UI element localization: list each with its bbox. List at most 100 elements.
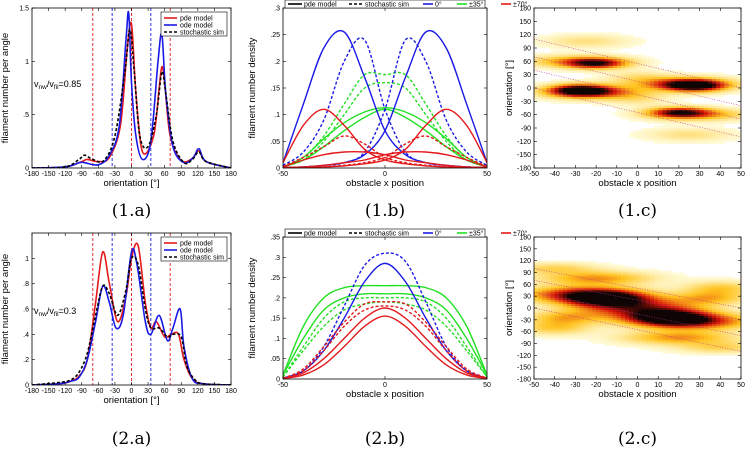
heatmap-cell	[695, 304, 700, 307]
heatmap-cell	[591, 274, 597, 277]
heatmap-cell	[608, 79, 614, 82]
heatmap-cell	[558, 290, 564, 293]
heatmap-cell	[596, 90, 601, 93]
heatmap-cell	[633, 63, 638, 67]
heatmap-cell	[620, 264, 626, 267]
heatmap-cell	[534, 319, 539, 323]
x-tick-label: -150	[42, 388, 56, 395]
legend-label: ±70°	[513, 229, 528, 237]
heatmap-cell	[637, 315, 643, 319]
heatmap-cell	[666, 341, 672, 344]
heatmap-cell	[654, 128, 659, 131]
heatmap-cell	[716, 94, 721, 98]
heatmap-cell	[629, 45, 634, 49]
heatmap-cell	[654, 339, 659, 342]
heatmap-cell	[538, 274, 543, 277]
heatmap-cell	[558, 90, 564, 93]
heatmap-cell	[691, 134, 696, 138]
heatmap-cell	[612, 343, 618, 346]
heatmap-cell	[720, 88, 725, 91]
heatmap-cell	[699, 349, 705, 352]
heatmap-cell	[649, 83, 655, 87]
y-tick-label: -60	[521, 112, 531, 119]
guide-line	[534, 69, 741, 120]
heatmap-cell	[654, 317, 659, 321]
heatmap-cell	[620, 45, 626, 49]
heatmap-cell	[728, 327, 734, 331]
heatmap-cell	[670, 292, 676, 295]
heatmap-cell	[633, 39, 638, 42]
heatmap-cell	[550, 94, 556, 98]
heatmap-cell	[724, 302, 729, 305]
heatmap-cell	[691, 308, 696, 311]
heatmap-cell	[583, 309, 589, 313]
heatmap-cell	[695, 128, 700, 131]
heatmap-cell	[633, 85, 638, 89]
heatmap-cell	[687, 329, 692, 333]
heatmap-cell	[616, 300, 622, 303]
heatmap-cell	[641, 333, 647, 337]
heatmap-cell	[720, 141, 725, 144]
heatmap-cell	[538, 94, 543, 98]
heatmap-cell	[666, 70, 672, 73]
heatmap-cell	[728, 319, 734, 323]
heatmap-cell	[612, 85, 618, 89]
heatmap-cell	[575, 85, 580, 89]
heatmap-cell	[542, 290, 547, 293]
heatmap-cell	[674, 341, 680, 344]
heatmap-cell	[645, 302, 651, 305]
heatmap-cell	[716, 85, 721, 89]
heatmap-cell	[695, 325, 700, 329]
legend-label: stochastic sim	[180, 254, 224, 261]
heatmap-cell	[620, 65, 626, 69]
heatmap-cell	[542, 329, 547, 333]
heatmap-cell	[712, 79, 717, 82]
heatmap-cell	[550, 276, 556, 279]
heatmap-cell	[637, 134, 643, 138]
heatmap-cell	[703, 105, 709, 109]
heatmap-cell	[732, 298, 738, 301]
heatmap-cell	[620, 52, 626, 56]
heatmap-cell	[558, 325, 564, 329]
heatmap-cell	[678, 284, 684, 287]
heatmap-cell	[720, 128, 725, 131]
heatmap-cell	[542, 268, 547, 271]
heatmap-cell	[571, 260, 576, 264]
heatmap-cell	[612, 94, 618, 98]
heatmap-cell	[579, 94, 585, 98]
heatmap-cell	[703, 345, 709, 348]
heatmap-cell	[649, 139, 655, 142]
heatmap-cell	[571, 264, 576, 267]
heatmap-cell	[612, 319, 618, 323]
y-tick-label: 90	[523, 46, 531, 53]
heatmap-cell	[687, 130, 692, 133]
heatmap-cell	[712, 94, 717, 98]
heatmap-cell	[596, 333, 601, 337]
heatmap-cell	[645, 294, 651, 297]
heatmap-cell	[658, 286, 663, 289]
heatmap-cell	[703, 327, 709, 331]
heatmap-cell	[683, 103, 688, 107]
heatmap-cell	[716, 327, 721, 331]
heatmap-cell	[732, 321, 738, 325]
heatmap-cell	[625, 108, 630, 111]
legend-label: stochastic sim	[180, 29, 224, 36]
heatmap-cell	[691, 88, 696, 91]
heatmap-cell	[691, 349, 696, 352]
heatmap-cell	[625, 306, 630, 309]
heatmap-cell	[633, 70, 638, 73]
heatmap-cell	[583, 331, 589, 335]
heatmap-cell	[732, 130, 738, 133]
heatmap-cell	[558, 45, 564, 49]
heatmap-cell	[575, 335, 580, 338]
heatmap-cell	[571, 317, 576, 321]
heatmap-cell	[695, 296, 700, 299]
heatmap-cell	[732, 74, 738, 78]
heatmap-cell	[558, 292, 564, 295]
heatmap-cell	[554, 315, 560, 319]
heatmap-cell	[732, 353, 738, 356]
heatmap-cell	[633, 74, 638, 78]
heatmap-cell	[637, 272, 643, 275]
heatmap-cell	[683, 321, 688, 325]
heatmap-cell	[550, 41, 556, 44]
